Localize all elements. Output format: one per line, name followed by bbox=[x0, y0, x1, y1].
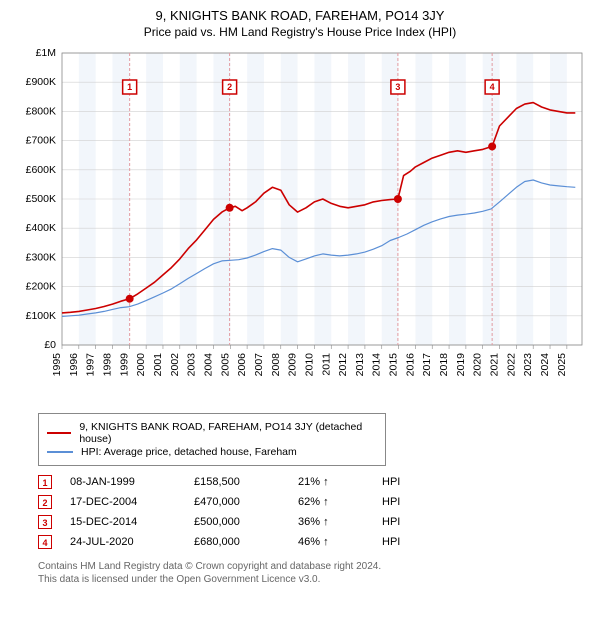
svg-text:2010: 2010 bbox=[303, 353, 315, 377]
svg-text:£400K: £400K bbox=[26, 222, 56, 234]
svg-text:2002: 2002 bbox=[169, 353, 181, 377]
title-subtitle: Price paid vs. HM Land Registry's House … bbox=[10, 25, 590, 39]
svg-text:1: 1 bbox=[127, 82, 132, 92]
svg-text:2014: 2014 bbox=[371, 353, 383, 377]
svg-text:2017: 2017 bbox=[421, 353, 433, 377]
svg-text:2021: 2021 bbox=[489, 353, 501, 377]
transaction-ref: HPI bbox=[382, 516, 422, 528]
svg-text:3: 3 bbox=[395, 82, 400, 92]
price-chart: £0 £100K £200K £300K £400K £500K £600K £700K £80… bbox=[10, 45, 590, 405]
transaction-price: £470,000 bbox=[194, 496, 294, 508]
svg-text:2022: 2022 bbox=[505, 353, 517, 377]
svg-text:2018: 2018 bbox=[438, 353, 450, 377]
svg-text:2: 2 bbox=[227, 82, 232, 92]
chart-area: £0 £100K £200K £300K £400K £500K £600K £700K £80… bbox=[10, 45, 590, 405]
svg-text:2025: 2025 bbox=[556, 353, 568, 377]
transaction-row: 4 24-JUL-2020 £680,000 46% ↑ HPI bbox=[38, 532, 586, 552]
svg-text:1999: 1999 bbox=[118, 353, 130, 377]
transaction-marker: 2 bbox=[38, 495, 52, 509]
svg-text:2000: 2000 bbox=[135, 353, 147, 377]
svg-text:£0: £0 bbox=[44, 339, 56, 351]
legend-row: HPI: Average price, detached house, Fare… bbox=[47, 446, 377, 458]
transaction-date: 17-DEC-2004 bbox=[70, 496, 190, 508]
transaction-marker: 3 bbox=[38, 515, 52, 529]
legend-label: 9, KNIGHTS BANK ROAD, FAREHAM, PO14 3JY … bbox=[79, 421, 377, 445]
transaction-pct: 46% ↑ bbox=[298, 536, 378, 548]
transaction-row: 3 15-DEC-2014 £500,000 36% ↑ HPI bbox=[38, 512, 586, 532]
svg-text:1997: 1997 bbox=[85, 353, 97, 377]
svg-text:2011: 2011 bbox=[320, 353, 332, 376]
svg-text:2024: 2024 bbox=[539, 353, 551, 377]
svg-text:2005: 2005 bbox=[219, 353, 231, 377]
svg-text:2003: 2003 bbox=[186, 353, 198, 377]
svg-text:2023: 2023 bbox=[522, 353, 534, 377]
svg-text:£300K: £300K bbox=[26, 251, 56, 263]
transaction-table: 1 08-JAN-1999 £158,500 21% ↑ HPI 2 17-DEC-2004… bbox=[38, 472, 586, 552]
svg-text:1996: 1996 bbox=[68, 353, 80, 377]
transaction-ref: HPI bbox=[382, 496, 422, 508]
transaction-pct: 21% ↑ bbox=[298, 476, 378, 488]
transaction-marker: 4 bbox=[38, 535, 52, 549]
transaction-date: 08-JAN-1999 bbox=[70, 476, 190, 488]
svg-text:£700K: £700K bbox=[26, 135, 56, 147]
svg-text:4: 4 bbox=[490, 82, 495, 92]
transaction-row: 1 08-JAN-1999 £158,500 21% ↑ HPI bbox=[38, 472, 586, 492]
transaction-price: £680,000 bbox=[194, 536, 294, 548]
svg-text:£600K: £600K bbox=[26, 164, 56, 176]
svg-text:2015: 2015 bbox=[388, 353, 400, 377]
legend-row: 9, KNIGHTS BANK ROAD, FAREHAM, PO14 3JY … bbox=[47, 421, 377, 445]
svg-text:£100K: £100K bbox=[26, 310, 56, 322]
svg-text:2004: 2004 bbox=[202, 353, 214, 377]
chart-container: 9, KNIGHTS BANK ROAD, FAREHAM, PO14 3JY … bbox=[0, 0, 600, 594]
svg-text:£800K: £800K bbox=[26, 105, 56, 117]
title-address: 9, KNIGHTS BANK ROAD, FAREHAM, PO14 3JY bbox=[10, 8, 590, 23]
legend-label: HPI: Average price, detached house, Fare… bbox=[81, 446, 297, 458]
transaction-pct: 62% ↑ bbox=[298, 496, 378, 508]
svg-text:2020: 2020 bbox=[472, 353, 484, 377]
transaction-date: 15-DEC-2014 bbox=[70, 516, 190, 528]
svg-text:£500K: £500K bbox=[26, 193, 56, 205]
transaction-price: £500,000 bbox=[194, 516, 294, 528]
svg-text:2012: 2012 bbox=[337, 353, 349, 377]
svg-text:2016: 2016 bbox=[404, 353, 416, 377]
transaction-marker: 1 bbox=[38, 475, 52, 489]
svg-text:2001: 2001 bbox=[152, 353, 164, 377]
svg-text:2007: 2007 bbox=[253, 353, 265, 377]
transaction-ref: HPI bbox=[382, 536, 422, 548]
legend-swatch bbox=[47, 432, 71, 434]
svg-text:1995: 1995 bbox=[51, 353, 63, 377]
svg-text:2008: 2008 bbox=[270, 353, 282, 377]
svg-text:2013: 2013 bbox=[354, 353, 366, 377]
svg-text:£900K: £900K bbox=[26, 76, 56, 88]
transaction-row: 2 17-DEC-2004 £470,000 62% ↑ HPI bbox=[38, 492, 586, 512]
svg-text:£1M: £1M bbox=[36, 47, 56, 59]
transaction-date: 24-JUL-2020 bbox=[70, 536, 190, 548]
transaction-ref: HPI bbox=[382, 476, 422, 488]
svg-text:2019: 2019 bbox=[455, 353, 467, 377]
transaction-pct: 36% ↑ bbox=[298, 516, 378, 528]
svg-text:£200K: £200K bbox=[26, 281, 56, 293]
svg-text:2009: 2009 bbox=[287, 353, 299, 377]
legend-swatch bbox=[47, 451, 73, 453]
transaction-price: £158,500 bbox=[194, 476, 294, 488]
footer-line-1: Contains HM Land Registry data © Crown c… bbox=[38, 560, 586, 573]
svg-text:1998: 1998 bbox=[101, 353, 113, 377]
title-block: 9, KNIGHTS BANK ROAD, FAREHAM, PO14 3JY … bbox=[10, 8, 590, 39]
svg-text:2006: 2006 bbox=[236, 353, 248, 377]
footer-attribution: Contains HM Land Registry data © Crown c… bbox=[38, 560, 586, 586]
footer-line-2: This data is licensed under the Open Gov… bbox=[38, 573, 586, 586]
legend: 9, KNIGHTS BANK ROAD, FAREHAM, PO14 3JY … bbox=[38, 413, 386, 466]
